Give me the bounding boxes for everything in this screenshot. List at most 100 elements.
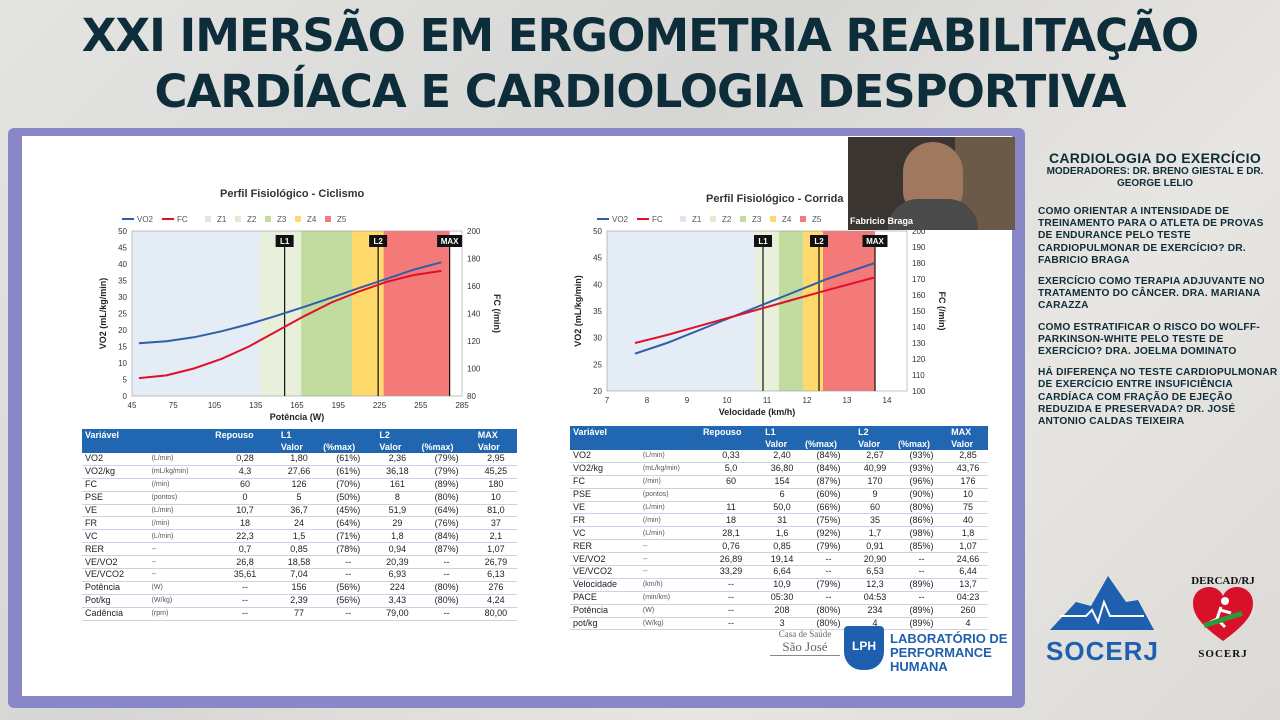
y2-tick-label: 100 (467, 365, 481, 374)
table-cell: 79,00 (376, 607, 419, 621)
y-tick-label: 40 (593, 280, 602, 289)
y-tick-label: 10 (118, 359, 127, 368)
plot-frame (606, 230, 908, 392)
table-cell: 2,85 (948, 450, 988, 463)
table-row: Potência (W) -- 156 (56%) 224 (80%) 276 (82, 581, 517, 595)
table-cell: 51,9 (376, 504, 419, 518)
table-cell: 20,90 (855, 552, 895, 567)
zone-band (823, 231, 875, 391)
y2-tick-label: 140 (467, 310, 481, 319)
table-cell: 18,58 (277, 555, 321, 570)
table-cell: 6,13 (474, 568, 517, 582)
table-header: MAX (948, 426, 988, 438)
table-subheader: Valor (855, 438, 895, 450)
table-cell: -- (418, 607, 475, 621)
sugarloaf-icon (1050, 576, 1154, 630)
table-cell: 40 (948, 513, 988, 528)
y-tick-label: 30 (118, 293, 127, 302)
table-cell: 35,61 (212, 568, 278, 582)
table-cell: 156 (277, 581, 321, 595)
table-cell: (80%) (418, 491, 475, 505)
table-cell: 77 (277, 607, 321, 621)
legend-label: Z2 (247, 215, 257, 224)
table-cell: (96%) (894, 475, 949, 489)
x-tick-label: 45 (128, 401, 137, 410)
table-cell: 176 (948, 475, 988, 489)
casa-sao-jose-logo: Casa de Saúde São José (770, 629, 840, 656)
table-cell: 2,39 (277, 594, 321, 608)
table-cell: (mL/kg/min) (639, 462, 700, 476)
table-cell: -- (802, 565, 856, 579)
y-tick-label: 20 (118, 326, 127, 335)
x-tick-label: 75 (169, 401, 178, 410)
socerj-logo: SOCERJ (1046, 572, 1158, 665)
threshold-label: L2 (814, 237, 824, 246)
lab-line1: LABORATÓRIO DE (890, 631, 1008, 646)
y-tick-label: 45 (118, 244, 127, 253)
banner-line-1: XXI IMERSÃO EM ERGOMETRIA REABILITAÇÃO (81, 9, 1200, 62)
table-cell: (84%) (802, 462, 856, 476)
table-cell: Pot/kg (82, 594, 149, 608)
table-cell: -- (894, 591, 949, 605)
table-cell: 36,7 (277, 504, 321, 518)
table-cell: (W/kg) (148, 594, 213, 608)
table-row: Pot/kg (W/kg) -- 2,39 (56%) 3,43 (80%) 4,24 (82, 594, 517, 608)
table-cell: 1,07 (948, 539, 988, 554)
table-cell: 12,3 (855, 578, 895, 592)
y-axis-label: VO2 (mL/kg/min) (98, 278, 108, 350)
legend-swatch (235, 216, 241, 222)
table-row: VE/VO2 -- 26,89 19,14 -- 20,90 -- 24,66 (570, 552, 988, 567)
chart-title-running: Perfil Fisiológico - Corrida (706, 193, 844, 205)
table-cell: 0,76 (699, 539, 763, 554)
chart-title-cycling: Perfil Fisiológico - Ciclismo (220, 188, 365, 200)
table-cell: 9 (855, 488, 895, 502)
table-cell: 24 (277, 516, 321, 531)
legend-label: Z3 (752, 215, 762, 224)
table-row: VO2/kg (mL/kg/min) 5,0 36,80 (84%) 40,99 (93%)… (570, 462, 988, 476)
table-cell: (45%) (320, 504, 377, 518)
table-cell: (61%) (320, 453, 377, 466)
table-cell: -- (212, 607, 278, 621)
table-cell: Cadência (82, 607, 149, 621)
table-cell: 60 (212, 478, 278, 492)
table-cell: (92%) (802, 526, 856, 541)
y2-tick-label: 120 (912, 355, 926, 364)
table-subheader: Valor (474, 441, 517, 453)
legend-label: FC (177, 215, 188, 224)
legend-swatch (325, 216, 331, 222)
table-row: VE/VCO2 -- 33,29 6,64 -- 6,53 -- 6,44 (570, 565, 988, 579)
table-cell: 1,8 (948, 526, 988, 541)
table-cell: (78%) (320, 542, 377, 557)
table-cell: 4,24 (474, 594, 517, 608)
table-cell: 81,0 (474, 504, 517, 518)
table-subheader: Valor (376, 441, 419, 453)
table-cell: (W) (639, 604, 700, 618)
table-cell: 1,80 (277, 453, 321, 466)
x-axis-label: Potência (W) (270, 412, 325, 422)
table-row: PSE (pontos) 0 5 (50%) 8 (80%) 10 (82, 491, 517, 505)
table-cell: 0,85 (277, 542, 321, 557)
table-cell: (71%) (320, 529, 377, 544)
table-cell: 18 (212, 516, 278, 531)
x-tick-label: 9 (685, 396, 690, 405)
table-header: Repouso (212, 429, 278, 441)
series-line-vo2 (138, 261, 442, 345)
table-cell: -- (148, 555, 213, 570)
table-cell: (80%) (418, 581, 475, 595)
table-subheader: Valor (762, 438, 802, 450)
table-cell: -- (148, 568, 213, 582)
table-header: L1 (277, 429, 377, 441)
table-cell: -- (894, 552, 949, 567)
table-cell: 6 (762, 488, 802, 502)
lph-text: LPH (852, 639, 876, 653)
x-tick-label: 285 (455, 401, 469, 410)
y2-tick-label: 200 (467, 227, 481, 236)
table-cell: 180 (474, 478, 517, 492)
table-cell: 75 (948, 501, 988, 515)
table-cell: (84%) (802, 450, 856, 463)
table-cell: (W/kg) (639, 617, 700, 631)
table-cell: (/min) (639, 475, 700, 489)
y2-tick-label: 80 (467, 392, 476, 401)
y-tick-label: 5 (123, 376, 128, 385)
series-line-fc (634, 276, 876, 344)
